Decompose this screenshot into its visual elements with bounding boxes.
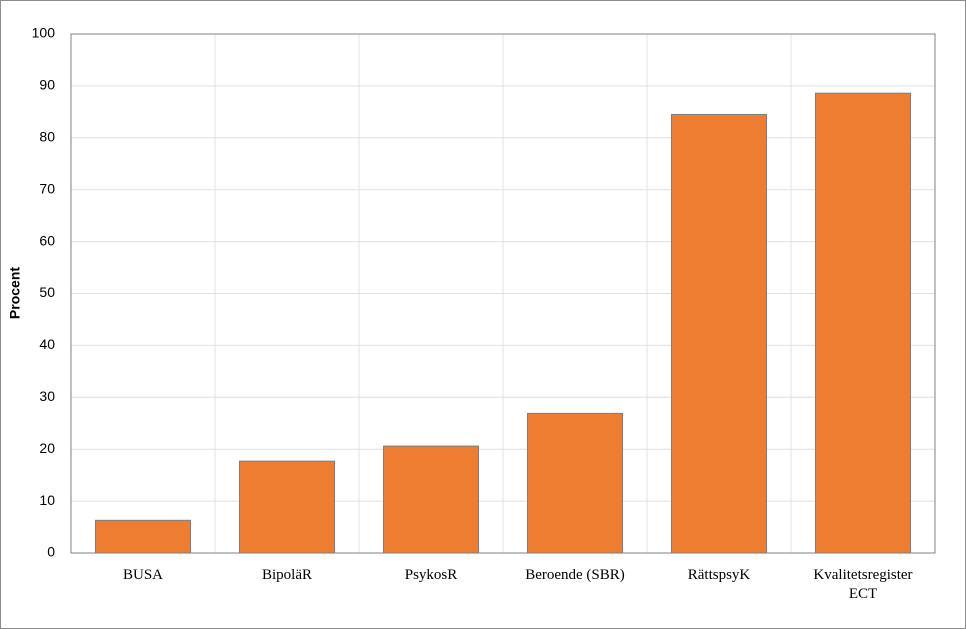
bar <box>94 519 192 554</box>
bar <box>238 460 336 554</box>
x-tick-label: BUSA <box>122 567 163 583</box>
y-tick-label: 80 <box>39 129 55 145</box>
y-tick-label: 100 <box>32 25 56 41</box>
y-tick-label: 10 <box>39 492 55 508</box>
y-tick-label: 40 <box>39 336 55 352</box>
x-tick-label: BipoläR <box>261 567 312 583</box>
bar <box>670 113 768 554</box>
y-tick-label: 20 <box>39 440 55 456</box>
y-tick-label: 60 <box>39 232 55 248</box>
bar <box>382 445 480 554</box>
x-tick-label: Kvalitetsregister ECT <box>813 567 913 602</box>
y-tick-label: 30 <box>39 388 55 404</box>
y-tick-label: 0 <box>47 544 55 560</box>
bar <box>526 412 624 554</box>
y-axis-title: Procent <box>7 267 23 319</box>
x-tick-label: RättspsyK <box>687 567 751 583</box>
y-tick-label: 70 <box>39 180 55 196</box>
y-tick-label: 50 <box>39 284 55 300</box>
x-tick-label: PsykosR <box>404 567 458 583</box>
y-tick-label: 90 <box>39 77 55 93</box>
bar <box>814 92 912 554</box>
plot-border <box>70 33 936 554</box>
x-tick-label: Beroende (SBR) <box>525 567 625 583</box>
